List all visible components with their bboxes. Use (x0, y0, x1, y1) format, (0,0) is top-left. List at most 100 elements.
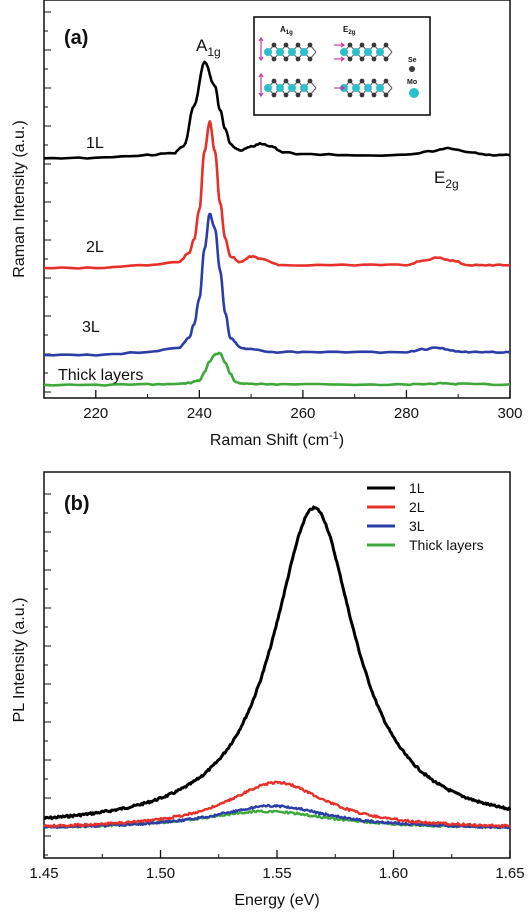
inset-se-atom (359, 56, 365, 62)
inset-se-atom (283, 92, 289, 98)
inset-se-label: Se (408, 57, 417, 64)
inset-se-atom (271, 42, 277, 48)
inset-frame (253, 16, 431, 116)
inset-mo-atom (264, 84, 272, 92)
raman-x-tick-label: 280 (394, 405, 419, 422)
inset-se-atom (307, 92, 313, 98)
raman-series-line (43, 351, 511, 387)
raman-panel: 220 240 260 280 300 (a) A1g E2g 1L 2L 3L Thi… (11, 0, 523, 449)
inset-arrow-head (340, 56, 346, 62)
raman-series-line (43, 212, 511, 357)
a1g-peak-label: A1g (196, 36, 221, 59)
series-label-3l: 3L (82, 319, 100, 336)
inset-se-atom (371, 42, 377, 48)
inset-arrow-head (258, 56, 264, 62)
raman-y-axis-label: Raman Intensity (a.u.) (11, 120, 28, 277)
inset-se-atom (371, 78, 377, 84)
raman-x-tick-label: 300 (497, 405, 522, 422)
raman-curves (43, 60, 511, 387)
raman-x-axis-label: Raman Shift (cm-1) (210, 430, 344, 449)
inset-se-atom (383, 42, 389, 48)
pl-series-line (43, 803, 512, 830)
inset-se-atom (347, 78, 353, 84)
inset-e2g-label: E2g (343, 25, 356, 36)
pl-x-tick-label: 1.50 (146, 865, 175, 882)
inset-mo-atom (276, 84, 284, 92)
inset-se-atom (359, 92, 365, 98)
inset-se-atom (371, 56, 377, 62)
legend-label-2l: 2L (409, 499, 425, 515)
pl-panel: 1.45 1.50 1.55 1.60 1.65 (b) 1L 2L 3L Thick … (11, 471, 525, 909)
inset-se-atom (347, 92, 353, 98)
raman-x-tick-label: 220 (83, 405, 108, 422)
series-label-1l: 1L (86, 135, 104, 152)
inset-se-atom (271, 78, 277, 84)
pl-legend: 1L 2L 3L Thick layers (367, 480, 484, 553)
inset-mo-atom (300, 84, 308, 92)
inset-se-atom (359, 42, 365, 48)
inset-se-atom (271, 56, 277, 62)
inset-mo-atom (340, 48, 348, 56)
inset-a1g-label: A1g (280, 25, 293, 36)
inset-mo-atom (288, 84, 296, 92)
series-label-thick: Thick layers (58, 367, 143, 384)
pl-x-axis-label: Energy (eV) (234, 892, 319, 909)
inset-mo-atom (288, 48, 296, 56)
inset-se-atom (383, 92, 389, 98)
inset-se-atom-key (409, 66, 415, 72)
inset-se-atom (383, 56, 389, 62)
inset-se-atom (283, 42, 289, 48)
raman-series-line (43, 60, 511, 160)
inset-se-atom (295, 56, 301, 62)
inset-mo-atom (352, 84, 360, 92)
raman-plot-frame (43, 0, 511, 399)
inset-se-atom (383, 78, 389, 84)
inset-mo-atom (364, 84, 372, 92)
legend-label-thick: Thick layers (409, 537, 484, 553)
pl-x-tick-label: 1.65 (495, 865, 524, 882)
inset-mo-atom (276, 48, 284, 56)
pl-panel-label: (b) (64, 493, 90, 515)
pl-x-tick-label: 1.55 (262, 865, 291, 882)
inset-se-atom (295, 92, 301, 98)
inset-mo-label: Mo (407, 79, 417, 86)
e2g-peak-label: E2g (434, 168, 459, 191)
inset-se-atom (307, 56, 313, 62)
inset-mo-atom (364, 48, 372, 56)
inset-mo-atom (352, 48, 360, 56)
inset-arrow-head (258, 92, 264, 98)
inset-se-atom (283, 78, 289, 84)
pl-plot-frame (43, 471, 511, 859)
legend-label-1l: 1L (409, 480, 425, 496)
inset-se-atom (371, 92, 377, 98)
inset-mo-atom (376, 48, 384, 56)
raman-x-tick-label: 260 (290, 405, 315, 422)
raman-panel-label: (a) (64, 27, 88, 49)
pl-series-line (43, 780, 511, 829)
inset-mo-atom (300, 48, 308, 56)
inset-se-atom (359, 78, 365, 84)
inset-se-atom (307, 42, 313, 48)
pl-x-tick-label: 1.60 (379, 865, 408, 882)
series-label-2l: 2L (86, 239, 104, 256)
inset-se-atom (347, 56, 353, 62)
raman-x-tick-label: 240 (187, 405, 212, 422)
inset-atoms (258, 36, 393, 98)
inset-se-atom (307, 78, 313, 84)
pl-x-tick-label: 1.45 (29, 865, 58, 882)
pl-series-line (43, 505, 512, 821)
inset-se-atom (347, 42, 353, 48)
inset-mo-atom (376, 84, 384, 92)
inset-mo-atom-key (409, 88, 419, 98)
pl-y-axis-label: PL Intensity (a.u.) (11, 598, 28, 723)
inset-se-atom (271, 92, 277, 98)
pl-curves (43, 505, 512, 830)
raman-axis-ticks: 220 240 260 280 300 (43, 11, 523, 422)
inset-se-atom (283, 56, 289, 62)
inset-arrow-head (340, 85, 346, 91)
legend-label-3l: 3L (409, 518, 425, 534)
pl-axis-ticks: 1.45 1.50 1.55 1.60 1.65 (29, 493, 525, 882)
raman-series-line (43, 120, 511, 270)
inset-arrow-head (258, 72, 264, 78)
